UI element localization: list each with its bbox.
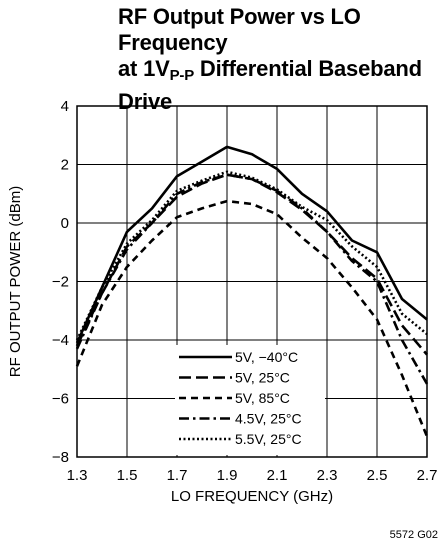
x-tick-label: 2.1: [267, 467, 288, 484]
chart-title-line2-post: Differential Baseband: [194, 56, 422, 81]
y-axis-label: RF OUTPUT POWER (dBm): [7, 186, 24, 377]
chart-title-line1: RF Output Power vs LO Frequency: [118, 4, 361, 55]
x-tick-label: 1.7: [167, 467, 188, 484]
series-line-5: [75, 170, 428, 341]
figure-id: 5572 G02: [390, 529, 438, 541]
y-tick-label: −6: [52, 391, 69, 408]
y-tick-label: 2: [61, 157, 69, 174]
legend-entry: 4.5V, 25°C: [235, 411, 302, 427]
series-line-4: [75, 173, 429, 385]
x-tick-label: 1.5: [117, 467, 138, 484]
series-lines: [75, 145, 429, 437]
legend-entry: 5V, 25°C: [235, 370, 290, 386]
legend: 5V, −40°C 5V, 25°C 5V, 85°C 4.5V, 25°C 5.5V,…: [175, 345, 325, 455]
x-tick-label: 2.3: [317, 467, 338, 484]
chart-title-line2: at 1VP-P Differential Baseband: [118, 56, 438, 89]
chart-title: RF Output Power vs LO Frequency at 1VP-P…: [118, 4, 438, 115]
series-line-3: [75, 199, 429, 437]
series-line-1: [75, 145, 428, 344]
x-tick-label: 2.5: [367, 467, 388, 484]
y-tick-label: −8: [52, 449, 69, 466]
plot-frame: [76, 105, 428, 458]
legend-entry: 5V, −40°C: [235, 349, 298, 365]
x-tick-label: 1.3: [67, 467, 88, 484]
tick-labels: 1.3 1.5 1.7 1.9 2.1 2.3 2.5 2.7 4 2 0 −2 −4 −6 −8: [52, 98, 438, 484]
grid: [77, 106, 427, 457]
chart-title-subscript: P-P: [169, 67, 195, 84]
y-tick-label: −2: [52, 274, 69, 291]
legend-entry: 5.5V, 25°C: [235, 431, 302, 447]
legend-box: [175, 345, 325, 455]
series-line-2: [75, 173, 428, 356]
x-tick-label: 2.7: [417, 467, 438, 484]
y-tick-label: 4: [61, 98, 69, 115]
y-tick-label: 0: [61, 215, 69, 232]
y-tick-label: −4: [52, 332, 69, 349]
legend-entry: 5V, 85°C: [235, 390, 290, 406]
x-axis-label: LO FREQUENCY (GHz): [171, 488, 333, 505]
chart-title-line2-pre: at 1V: [118, 56, 170, 81]
x-tick-label: 1.9: [217, 467, 238, 484]
